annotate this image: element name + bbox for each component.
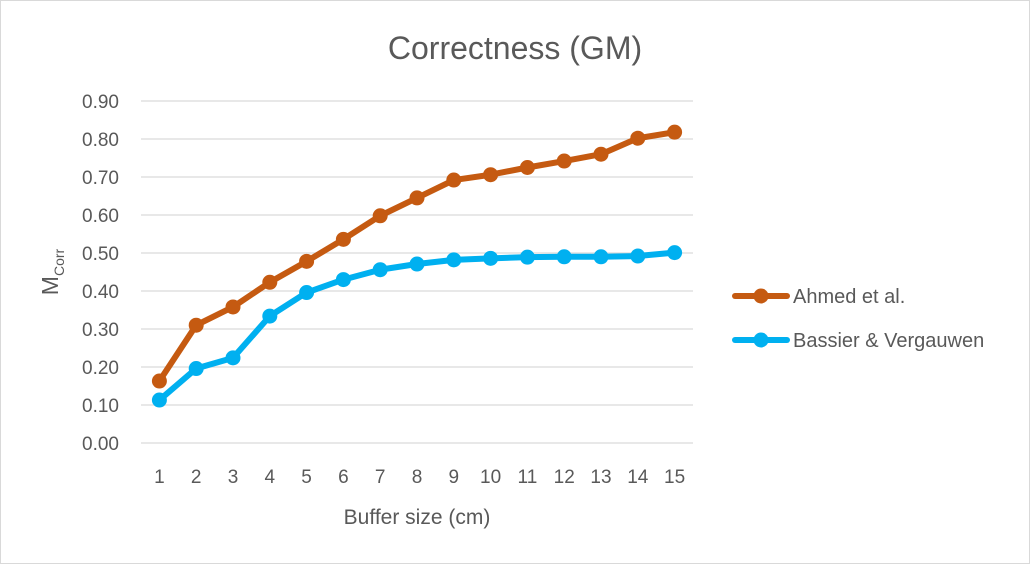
data-point [630,130,646,146]
legend-marker [753,288,769,304]
x-tick-label: 15 [664,467,685,488]
x-tick-label: 9 [449,467,460,488]
y-tick-label: 0.00 [82,434,119,455]
y-tick-label: 0.60 [82,206,119,227]
x-tick-label: 14 [627,467,649,488]
data-point [593,146,609,162]
data-point [262,274,278,290]
y-tick-label: 0.10 [82,396,119,417]
data-point [188,317,204,333]
series-line [156,249,678,404]
data-point [372,208,388,224]
y-axis-label-main: M [37,276,63,295]
data-point [151,373,167,389]
legend-label: Bassier & Vergauwen [793,330,984,352]
x-tick-label: 2 [191,467,202,488]
x-axis-label: Buffer size (cm) [344,506,491,529]
data-point [556,249,572,265]
data-point [483,167,499,183]
data-point [151,392,167,408]
x-tick-label: 7 [375,467,386,488]
y-tick-label: 0.90 [82,92,119,113]
data-point [667,124,683,140]
x-tick-label: 1 [154,467,165,488]
x-axis-ticks: 1 2 3 4 5 6 7 8 9 10 11 12 13 14 15 [154,467,685,488]
x-tick-label: 3 [228,467,239,488]
y-tick-label: 0.30 [82,320,119,341]
data-point [299,253,315,269]
gridlines [141,100,693,444]
x-tick-label: 5 [301,467,312,488]
data-point [188,361,204,377]
data-point [335,231,351,247]
y-tick-label: 0.70 [82,168,119,189]
data-point [519,160,535,175]
data-point [483,250,499,266]
y-tick-label: 0.20 [82,358,119,379]
data-point [630,248,646,264]
data-point [446,252,462,268]
y-tick-label: 0.40 [82,282,119,303]
legend: Ahmed et al. Bassier & Vergauwen [732,286,984,352]
x-tick-label: 13 [590,467,611,488]
x-tick-label: 8 [412,467,423,488]
y-axis-label: MCorr [37,248,67,295]
data-point [519,249,535,265]
series-lines [151,124,683,408]
data-point [446,172,462,188]
y-tick-label: 0.80 [82,130,119,151]
data-point [335,272,351,288]
chart-title: Correctness (GM) [388,30,642,66]
data-point [593,249,609,265]
y-axis-ticks: 0.00 0.10 0.20 0.30 0.40 0.50 0.60 0.70 0.80 0.90 [82,92,119,455]
x-tick-label: 10 [480,467,501,488]
data-point [409,256,425,272]
data-point [262,308,278,324]
x-tick-label: 6 [338,467,349,488]
data-point [299,285,315,301]
y-tick-label: 0.50 [82,244,119,265]
series-1 [151,245,683,408]
x-tick-label: 11 [518,467,538,488]
data-point [225,350,241,366]
legend-item: Ahmed et al. [732,286,905,308]
data-point [372,262,388,278]
data-point [409,190,425,206]
legend-marker [753,332,769,348]
data-point [556,153,572,169]
data-point [225,299,241,315]
series-0 [151,124,683,389]
legend-item: Bassier & Vergauwen [732,330,984,352]
y-axis-label-subscript: Corr [51,248,67,276]
data-point [667,245,683,261]
x-tick-label: 4 [265,467,276,488]
x-tick-label: 12 [554,467,575,488]
legend-label: Ahmed et al. [793,286,905,308]
